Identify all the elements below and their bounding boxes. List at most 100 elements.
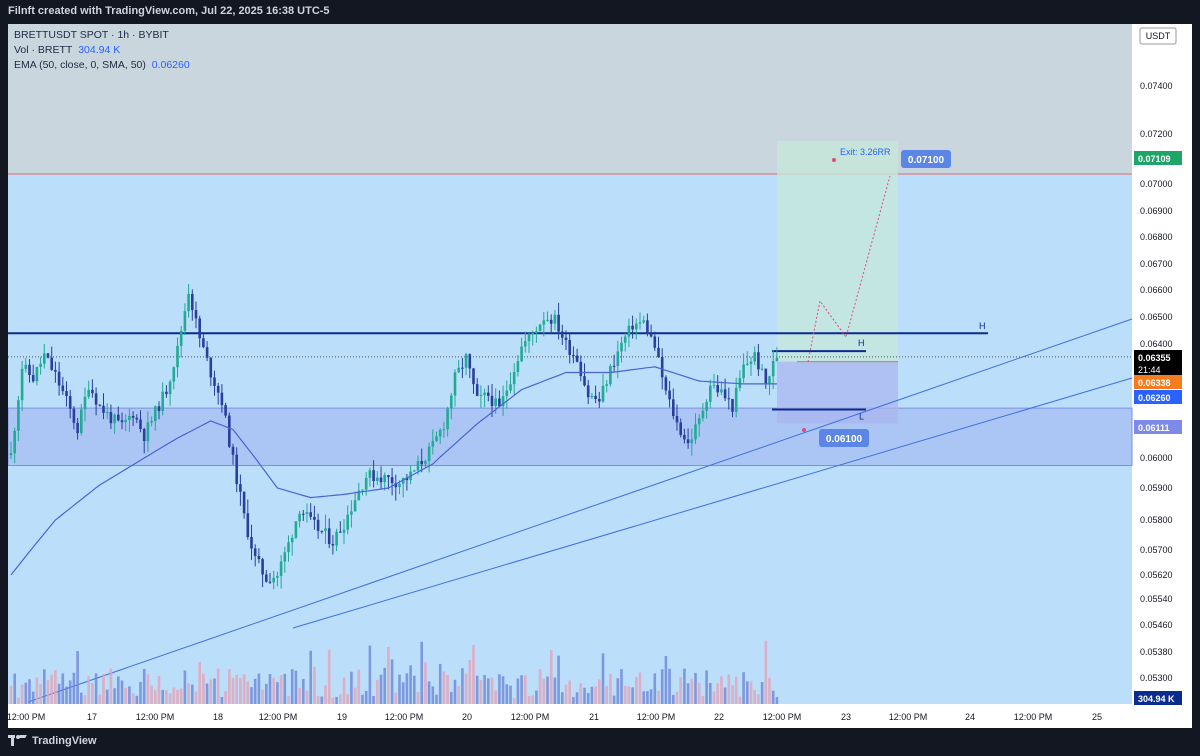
- volume-bar: [316, 696, 320, 704]
- volume-bar: [594, 686, 597, 704]
- volume-bar: [505, 684, 509, 704]
- volume-bar: [727, 674, 731, 704]
- volume-bar: [131, 693, 135, 704]
- candle-body: [205, 347, 209, 358]
- candle-body: [557, 314, 560, 332]
- currency-label: USDT: [1146, 31, 1171, 41]
- volume-bar: [142, 668, 146, 704]
- candle-body: [609, 365, 612, 385]
- candle-body: [760, 368, 764, 370]
- volume-bar: [527, 696, 531, 704]
- candle-body: [198, 318, 201, 339]
- candle-body: [113, 414, 116, 424]
- target-badge: [901, 150, 951, 168]
- volume-bar: [405, 673, 409, 704]
- candle-body: [694, 424, 697, 440]
- candle-body: [642, 320, 645, 323]
- volume-bar: [535, 690, 538, 704]
- candle-body: [683, 434, 686, 440]
- chart-area[interactable]: H H L Exit: 3.26RR 0.07100 0.06100 USDT 0.07400…: [8, 24, 1192, 728]
- candle-body: [368, 470, 372, 478]
- candle-body: [668, 390, 671, 400]
- volume-bar: [498, 674, 501, 704]
- volume-bar: [139, 681, 142, 704]
- volume-bar: [372, 696, 375, 704]
- volume-bar: [501, 676, 505, 704]
- volume-bar: [472, 645, 475, 704]
- volume-bar: [250, 687, 253, 704]
- volume-bar: [701, 696, 705, 704]
- candle-body: [179, 330, 183, 346]
- volume-bar: [239, 677, 242, 704]
- volume-bar: [605, 685, 608, 704]
- candle-body: [342, 529, 346, 533]
- volume-bar: [716, 683, 719, 704]
- candle-body: [228, 415, 231, 447]
- price-badge: [1134, 375, 1182, 389]
- time-tick: 12:00 PM: [637, 712, 676, 722]
- volume-bar: [435, 694, 438, 704]
- candle-body: [28, 364, 31, 376]
- candle-body: [242, 491, 246, 514]
- candle-body: [187, 293, 190, 312]
- volume-bar: [768, 677, 771, 704]
- candle-body: [446, 408, 449, 430]
- candle-body: [572, 354, 575, 356]
- range-l-marker: L: [859, 412, 864, 422]
- candle-body: [594, 395, 597, 400]
- volume-bar: [542, 678, 546, 704]
- price-badge: [1134, 151, 1182, 165]
- price-tick: 0.07400: [1140, 81, 1173, 91]
- candle-body: [9, 453, 13, 456]
- volume-bar: [612, 695, 616, 704]
- candle-body: [357, 490, 361, 501]
- volume-bar: [117, 676, 120, 704]
- volume-bar: [649, 689, 653, 704]
- volume-bar: [590, 686, 594, 704]
- volume-bar: [538, 669, 542, 704]
- candle-body: [65, 391, 68, 397]
- stop-badge-text: 0.06100: [826, 434, 863, 445]
- volume-bar: [253, 678, 257, 704]
- price-tick: 0.05700: [1140, 545, 1173, 555]
- price-tick: 0.07000: [1140, 179, 1173, 189]
- volume-bar: [642, 691, 645, 704]
- candle-body: [553, 314, 557, 324]
- candle-body: [209, 357, 213, 378]
- volume-bar: [43, 669, 46, 704]
- candle-body: [335, 531, 338, 546]
- volume-bar: [383, 667, 386, 704]
- candle-body: [716, 385, 719, 393]
- tradingview-logo[interactable]: TradingView: [8, 735, 97, 747]
- candle-body: [272, 577, 275, 583]
- candle-body: [438, 429, 442, 437]
- candle-body: [723, 389, 727, 399]
- volume-bar: [220, 696, 224, 704]
- volume-bar: [635, 677, 638, 704]
- volume-bar: [57, 683, 61, 704]
- candle-body: [586, 385, 590, 398]
- volume-bar: [720, 676, 723, 704]
- volume-bar: [20, 684, 24, 704]
- candle-body: [490, 395, 494, 407]
- candle-body: [161, 391, 164, 412]
- volume-bar: [128, 686, 131, 704]
- volume-bar: [620, 669, 623, 704]
- volume-bar: [557, 655, 560, 704]
- volume-bar: [50, 674, 53, 704]
- candle-body: [24, 364, 28, 369]
- candle-body: [464, 354, 468, 368]
- candle-body: [512, 372, 516, 385]
- volume-bar: [694, 672, 697, 704]
- volume-bar: [39, 684, 42, 704]
- candle-body: [87, 389, 90, 397]
- price-chart[interactable]: H H L Exit: 3.26RR 0.07100 0.06100 USDT 0.07400…: [8, 24, 1192, 728]
- volume-bar: [660, 669, 664, 704]
- candle-body: [535, 331, 538, 334]
- candle-body: [575, 355, 579, 362]
- candle-body: [660, 357, 664, 378]
- candle-body: [172, 367, 176, 382]
- candle-body: [416, 460, 420, 471]
- candle-body: [657, 347, 660, 358]
- price-tick: 0.06800: [1140, 232, 1173, 242]
